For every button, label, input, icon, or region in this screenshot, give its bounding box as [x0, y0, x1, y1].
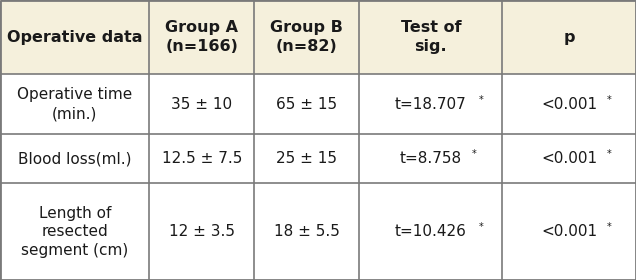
- Bar: [254, 183, 359, 280]
- Text: *: *: [473, 150, 477, 160]
- Bar: [254, 0, 359, 74]
- Text: 25 ± 15: 25 ± 15: [277, 151, 337, 166]
- Bar: [359, 134, 502, 183]
- Text: Test of
sig.: Test of sig.: [401, 20, 461, 54]
- Text: *: *: [607, 150, 611, 160]
- Bar: [149, 0, 254, 74]
- Bar: [149, 134, 254, 183]
- Text: t=8.758: t=8.758: [400, 151, 462, 166]
- Text: 12 ± 3.5: 12 ± 3.5: [169, 224, 235, 239]
- Text: t=10.426: t=10.426: [395, 224, 467, 239]
- Bar: [359, 74, 502, 134]
- Bar: [254, 74, 359, 134]
- Text: <0.001: <0.001: [541, 97, 597, 112]
- Text: <0.001: <0.001: [541, 224, 597, 239]
- Text: Group B
(n=82): Group B (n=82): [270, 20, 343, 54]
- Bar: [149, 183, 254, 280]
- Text: 65 ± 15: 65 ± 15: [276, 97, 338, 112]
- Bar: [0, 134, 149, 183]
- Text: Length of
resected
segment (cm): Length of resected segment (cm): [21, 206, 128, 258]
- Text: *: *: [478, 95, 483, 105]
- Text: *: *: [607, 95, 611, 105]
- Bar: [0, 183, 149, 280]
- Bar: [502, 134, 636, 183]
- Bar: [359, 183, 502, 280]
- Bar: [149, 74, 254, 134]
- Bar: [502, 0, 636, 74]
- Text: 35 ± 10: 35 ± 10: [171, 97, 233, 112]
- Text: *: *: [607, 222, 611, 232]
- Text: p: p: [563, 30, 575, 45]
- Text: Operative data: Operative data: [7, 30, 142, 45]
- Bar: [0, 0, 149, 74]
- Bar: [502, 74, 636, 134]
- Text: *: *: [478, 222, 483, 232]
- Text: Blood loss(ml.): Blood loss(ml.): [18, 151, 132, 166]
- Text: Operative time
(min.): Operative time (min.): [17, 87, 132, 121]
- Bar: [502, 183, 636, 280]
- Text: <0.001: <0.001: [541, 151, 597, 166]
- Bar: [0, 74, 149, 134]
- Text: Group A
(n=166): Group A (n=166): [165, 20, 238, 54]
- Text: 12.5 ± 7.5: 12.5 ± 7.5: [162, 151, 242, 166]
- Text: 18 ± 5.5: 18 ± 5.5: [274, 224, 340, 239]
- Text: t=18.707: t=18.707: [395, 97, 467, 112]
- Bar: [359, 0, 502, 74]
- Bar: [254, 134, 359, 183]
